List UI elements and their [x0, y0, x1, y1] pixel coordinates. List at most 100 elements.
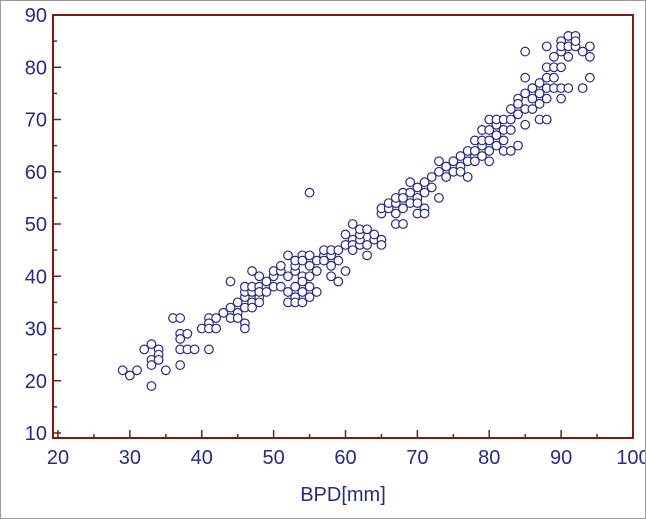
data-point	[275, 260, 286, 271]
data-point	[239, 323, 250, 334]
data-point	[584, 72, 595, 83]
data-point	[340, 266, 351, 276]
data-point	[498, 135, 509, 146]
data-point	[513, 140, 523, 151]
data-point	[376, 239, 387, 250]
data-point	[549, 72, 559, 83]
data-point	[491, 140, 502, 151]
data-point	[319, 255, 329, 266]
data-point	[426, 182, 437, 193]
data-point	[527, 83, 538, 94]
x-tick-label: 30	[119, 447, 141, 469]
data-point	[405, 187, 416, 198]
data-point	[254, 297, 265, 308]
data-point	[541, 41, 552, 52]
data-point	[225, 276, 236, 287]
data-point	[304, 271, 315, 282]
data-point	[117, 365, 128, 376]
data-point	[563, 83, 574, 94]
data-point	[304, 260, 315, 271]
data-point	[362, 239, 372, 250]
x-tick-label: 60	[334, 447, 356, 469]
data-point	[534, 98, 545, 109]
data-point	[160, 365, 171, 376]
data-point	[232, 313, 243, 323]
data-point	[513, 98, 523, 109]
data-point	[455, 166, 466, 177]
data-point	[304, 281, 315, 292]
data-point	[333, 276, 344, 287]
data-point	[333, 255, 344, 266]
data-point	[534, 88, 545, 99]
y-axis-ticks: 10 20 30 40 50 60 70 80 90	[25, 5, 61, 445]
data-point	[146, 381, 157, 391]
data-point	[484, 145, 495, 156]
data-point	[254, 271, 265, 282]
data-point	[261, 276, 272, 287]
x-tick-label: 100	[616, 447, 645, 469]
data-point	[412, 182, 423, 193]
data-point	[247, 302, 257, 313]
data-point	[556, 93, 567, 104]
plot-area	[52, 14, 634, 439]
data-point	[347, 219, 358, 229]
x-tick-label: 80	[478, 447, 500, 469]
data-point	[462, 172, 473, 182]
data-point	[505, 145, 516, 156]
data-point	[290, 281, 301, 292]
data-point	[520, 46, 531, 57]
data-point	[419, 187, 430, 198]
data-point	[369, 229, 380, 240]
data-point	[584, 51, 595, 62]
data-point	[426, 172, 437, 182]
data-point	[455, 151, 466, 161]
x-tick-label: 90	[550, 447, 572, 469]
y-tick-label: 50	[25, 214, 47, 236]
data-point	[484, 135, 495, 146]
data-point	[139, 344, 150, 355]
data-point	[520, 88, 531, 99]
data-point	[275, 281, 286, 292]
data-point	[146, 339, 157, 350]
data-point	[556, 62, 567, 73]
data-point	[175, 334, 186, 344]
data-point	[412, 198, 423, 209]
data-point	[505, 125, 516, 135]
data-point	[469, 145, 480, 156]
x-tick-label: 70	[406, 447, 428, 469]
data-point	[419, 208, 430, 219]
data-point	[398, 219, 408, 229]
data-point	[261, 287, 272, 297]
data-point	[584, 41, 595, 52]
data-point	[541, 93, 552, 104]
x-tick-label: 50	[263, 447, 285, 469]
data-point	[477, 151, 487, 161]
data-point	[448, 156, 459, 167]
data-point	[211, 323, 222, 334]
data-point	[189, 344, 200, 355]
data-point	[304, 250, 315, 261]
y-tick-label: 80	[25, 57, 47, 79]
data-point	[297, 287, 308, 297]
data-point	[297, 276, 308, 287]
data-point	[398, 203, 408, 214]
x-tick-label: 20	[47, 447, 69, 469]
data-point	[326, 260, 337, 271]
data-point	[527, 104, 538, 114]
data-point	[513, 109, 523, 120]
data-point	[333, 245, 344, 256]
data-point	[124, 370, 135, 381]
y-tick-label: 40	[25, 266, 47, 288]
data-point	[434, 156, 444, 167]
data-point	[326, 271, 337, 282]
data-point	[577, 46, 588, 57]
x-tick-label: 40	[191, 447, 213, 469]
data-point	[340, 229, 351, 240]
data-point	[570, 36, 581, 47]
data-point	[175, 313, 186, 323]
data-point	[283, 287, 293, 297]
data-point	[362, 250, 372, 261]
data-point	[132, 365, 142, 376]
